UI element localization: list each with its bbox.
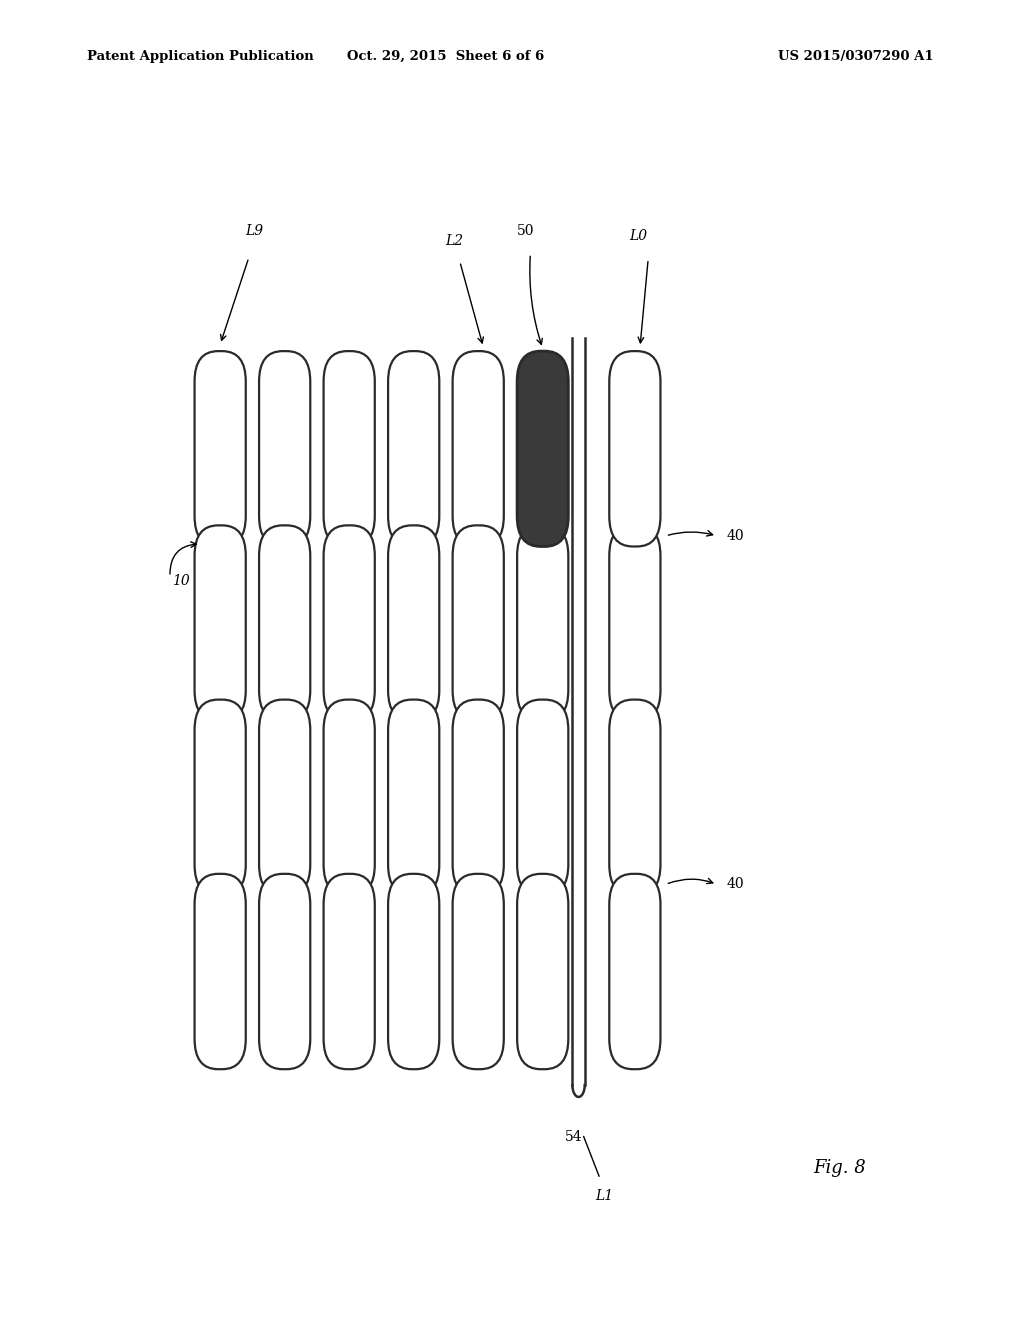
FancyBboxPatch shape [453, 525, 504, 721]
FancyBboxPatch shape [259, 700, 310, 895]
FancyBboxPatch shape [324, 525, 375, 721]
Text: L0: L0 [629, 228, 647, 243]
Text: 10: 10 [172, 574, 189, 587]
FancyBboxPatch shape [453, 351, 504, 546]
Text: 40: 40 [727, 878, 744, 891]
FancyBboxPatch shape [609, 525, 660, 721]
Text: US 2015/0307290 A1: US 2015/0307290 A1 [778, 50, 934, 63]
FancyBboxPatch shape [259, 874, 310, 1069]
Text: L1: L1 [595, 1189, 613, 1204]
FancyBboxPatch shape [517, 874, 568, 1069]
FancyBboxPatch shape [517, 351, 568, 546]
FancyBboxPatch shape [195, 700, 246, 895]
FancyBboxPatch shape [453, 700, 504, 895]
FancyBboxPatch shape [453, 874, 504, 1069]
FancyBboxPatch shape [259, 525, 310, 721]
FancyBboxPatch shape [324, 874, 375, 1069]
Text: L2: L2 [445, 234, 464, 248]
FancyBboxPatch shape [517, 525, 568, 721]
Text: 40: 40 [727, 529, 744, 543]
FancyBboxPatch shape [517, 700, 568, 895]
FancyBboxPatch shape [259, 351, 310, 546]
Text: L9: L9 [245, 223, 263, 238]
FancyBboxPatch shape [388, 525, 439, 721]
FancyBboxPatch shape [609, 700, 660, 895]
FancyBboxPatch shape [609, 874, 660, 1069]
Text: 54: 54 [564, 1130, 583, 1144]
Text: Patent Application Publication: Patent Application Publication [87, 50, 313, 63]
FancyBboxPatch shape [388, 874, 439, 1069]
FancyBboxPatch shape [609, 351, 660, 546]
FancyBboxPatch shape [324, 351, 375, 546]
Text: Oct. 29, 2015  Sheet 6 of 6: Oct. 29, 2015 Sheet 6 of 6 [347, 50, 544, 63]
FancyBboxPatch shape [324, 700, 375, 895]
FancyBboxPatch shape [388, 700, 439, 895]
FancyBboxPatch shape [388, 351, 439, 546]
FancyBboxPatch shape [195, 351, 246, 546]
Text: 50: 50 [516, 223, 535, 238]
FancyBboxPatch shape [195, 525, 246, 721]
FancyBboxPatch shape [195, 874, 246, 1069]
Text: Fig. 8: Fig. 8 [813, 1159, 866, 1177]
